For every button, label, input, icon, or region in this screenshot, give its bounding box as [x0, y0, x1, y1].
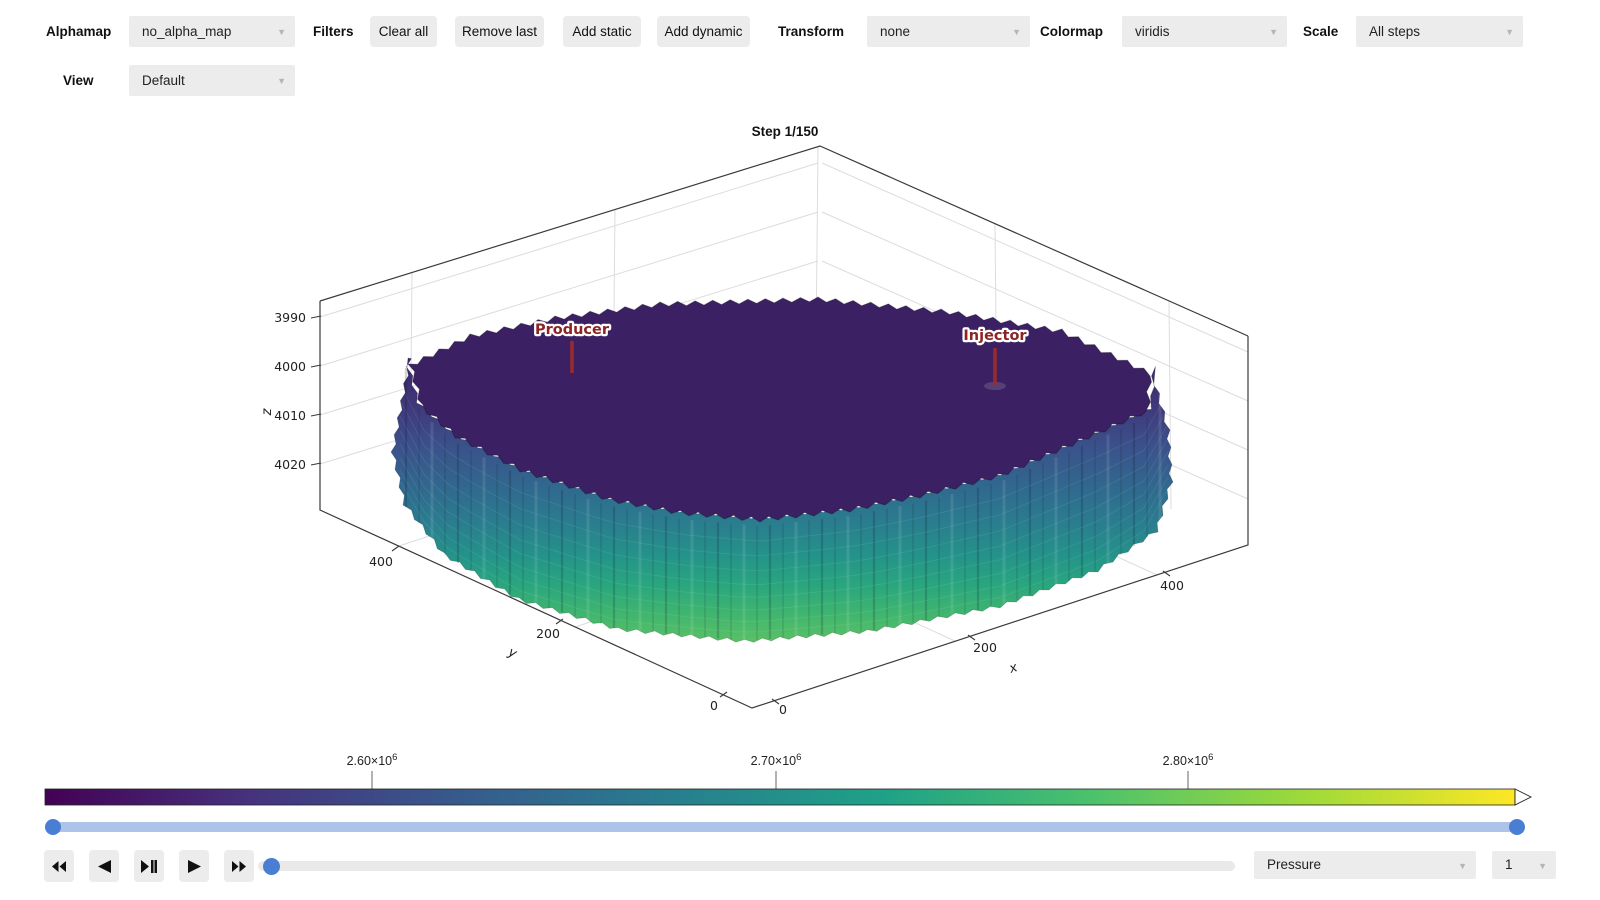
colorbar-tick-label: 2.60×106	[347, 752, 398, 768]
play-pause-button[interactable]	[134, 850, 164, 882]
step-value: 1	[1505, 857, 1513, 872]
reservoir-top-surface[interactable]	[406, 296, 1153, 523]
transform-label: Transform	[778, 24, 845, 39]
fast-forward-icon	[232, 860, 246, 872]
colorbar-tick-label: 2.70×106	[751, 752, 802, 768]
range-slider-handle-left[interactable]	[45, 819, 61, 835]
producer-well-label: Producer	[535, 322, 610, 338]
y-tick-label: 400	[369, 554, 393, 569]
colormap-dropdown[interactable]: viridis ▼	[1122, 16, 1287, 47]
axes-box	[319, 145, 1249, 709]
play-forward-icon	[187, 859, 201, 873]
chevron-down-icon: ▼	[1538, 861, 1547, 871]
scale-label: Scale	[1303, 24, 1339, 39]
timeline-slider-track[interactable]	[258, 861, 1235, 871]
chevron-down-icon: ▼	[1505, 27, 1514, 37]
step-back-button[interactable]	[89, 850, 119, 882]
z-tick-label: 4010	[274, 408, 306, 423]
transform-dropdown[interactable]: none ▼	[867, 16, 1030, 47]
y-tick-label: 0	[710, 698, 718, 713]
field-dropdown[interactable]: Pressure ▼	[1254, 851, 1476, 879]
z-tick-label: 3990	[274, 310, 306, 325]
rewind-button[interactable]	[44, 850, 74, 882]
chevron-down-icon: ▼	[277, 76, 286, 86]
add-static-button[interactable]: Add static	[563, 16, 641, 47]
colorbar-gradient-bar	[44, 788, 1516, 806]
remove-last-button[interactable]: Remove last	[455, 16, 544, 47]
view-value: Default	[142, 73, 185, 88]
view-label: View	[63, 73, 94, 88]
axis-ticks	[310, 315, 1171, 705]
x-tick-label: 400	[1160, 578, 1184, 593]
alphamap-value: no_alpha_map	[142, 24, 232, 39]
clear-all-button[interactable]: Clear all	[370, 16, 437, 47]
rewind-icon	[52, 860, 66, 872]
voxel-stripes	[404, 368, 1162, 641]
play-button[interactable]	[179, 850, 209, 882]
plot-title: Step 1/150	[752, 124, 819, 139]
add-dynamic-button[interactable]: Add dynamic	[657, 16, 750, 47]
alphamap-label: Alphamap	[46, 24, 112, 39]
view-dropdown[interactable]: Default ▼	[129, 65, 295, 96]
range-slider-handle-right[interactable]	[1509, 819, 1525, 835]
chevron-down-icon: ▼	[277, 27, 286, 37]
y-axis-label: y	[505, 645, 519, 662]
y-tick-label: 200	[536, 626, 560, 641]
x-axis-label: x	[1007, 660, 1020, 677]
timeline-slider-handle[interactable]	[263, 858, 280, 875]
z-tick-label: 4000	[274, 359, 306, 374]
colorbar: 2.60×106 2.70×106 2.80×106	[44, 752, 1533, 806]
play-pause-icon	[141, 859, 157, 873]
step-dropdown[interactable]: 1 ▼	[1492, 851, 1556, 879]
color-range-slider-track[interactable]	[45, 822, 1525, 832]
fast-forward-button[interactable]	[224, 850, 254, 882]
colorbar-tick-label: 2.80×106	[1163, 752, 1214, 768]
colorbar-ticks	[371, 771, 1189, 789]
colormap-value: viridis	[1135, 24, 1170, 39]
chevron-down-icon: ▼	[1458, 861, 1467, 871]
transform-value: none	[880, 24, 911, 39]
injector-well-label: Injector	[963, 328, 1027, 344]
x-tick-label: 0	[779, 702, 787, 717]
field-value: Pressure	[1267, 857, 1322, 872]
z-axis-label: z	[260, 407, 275, 416]
alphamap-dropdown[interactable]: no_alpha_map ▼	[129, 16, 295, 47]
z-tick-label: 4020	[274, 457, 306, 472]
scale-value: All steps	[1369, 24, 1421, 39]
play-backward-icon	[97, 859, 111, 873]
chevron-down-icon: ▼	[1269, 27, 1278, 37]
colormap-label: Colormap	[1040, 24, 1104, 39]
scale-dropdown[interactable]: All steps ▼	[1356, 16, 1523, 47]
chevron-down-icon: ▼	[1012, 27, 1021, 37]
x-tick-label: 200	[973, 640, 997, 655]
filters-label: Filters	[313, 24, 354, 39]
voxel-layer-bands	[399, 383, 1169, 633]
colorbar-end-arrow-icon	[1514, 788, 1533, 806]
